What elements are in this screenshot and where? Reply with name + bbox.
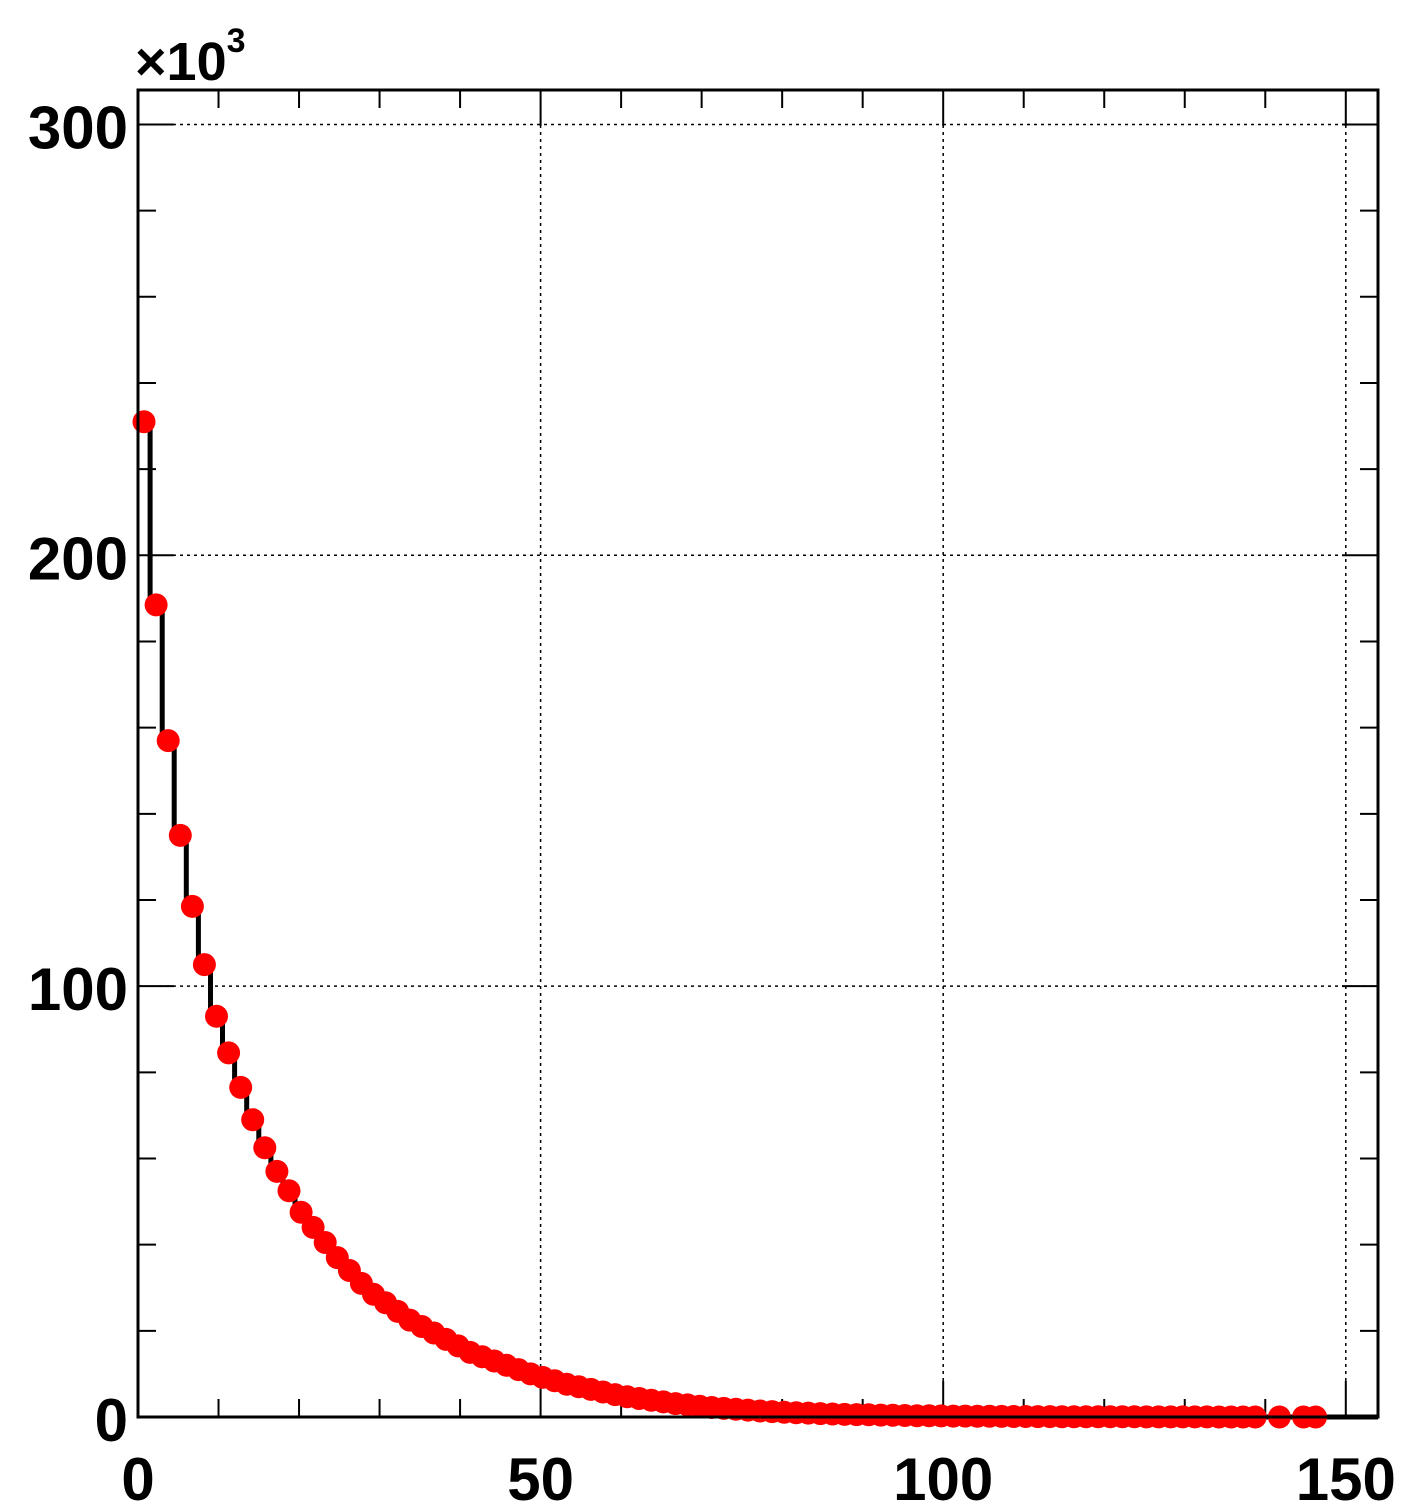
x-tick-label: 100	[893, 1446, 993, 1508]
multiplier-prefix: ×10	[135, 32, 227, 92]
data-point	[157, 729, 180, 752]
data-point	[229, 1076, 252, 1099]
data-point	[181, 895, 204, 918]
y-axis-multiplier: ×103	[135, 22, 246, 92]
data-point	[133, 410, 156, 433]
x-tick-label: 150	[1296, 1446, 1396, 1508]
data-point	[193, 953, 216, 976]
plot-background	[138, 90, 1378, 1417]
y-tick-label: 100	[28, 956, 128, 1023]
data-point	[169, 824, 192, 847]
x-tick-label: 0	[121, 1446, 154, 1508]
data-point	[145, 593, 168, 616]
y-tick-label: 200	[28, 525, 128, 592]
data-point	[265, 1160, 288, 1183]
x-tick-label: 50	[507, 1446, 574, 1508]
data-point	[205, 1005, 228, 1028]
data-point	[278, 1179, 301, 1202]
data-point	[217, 1041, 240, 1064]
multiplier-exponent: 3	[227, 22, 246, 60]
y-tick-label: 300	[28, 94, 128, 161]
y-tick-label: 0	[95, 1387, 128, 1454]
data-point	[241, 1108, 264, 1131]
data-point	[253, 1136, 276, 1159]
